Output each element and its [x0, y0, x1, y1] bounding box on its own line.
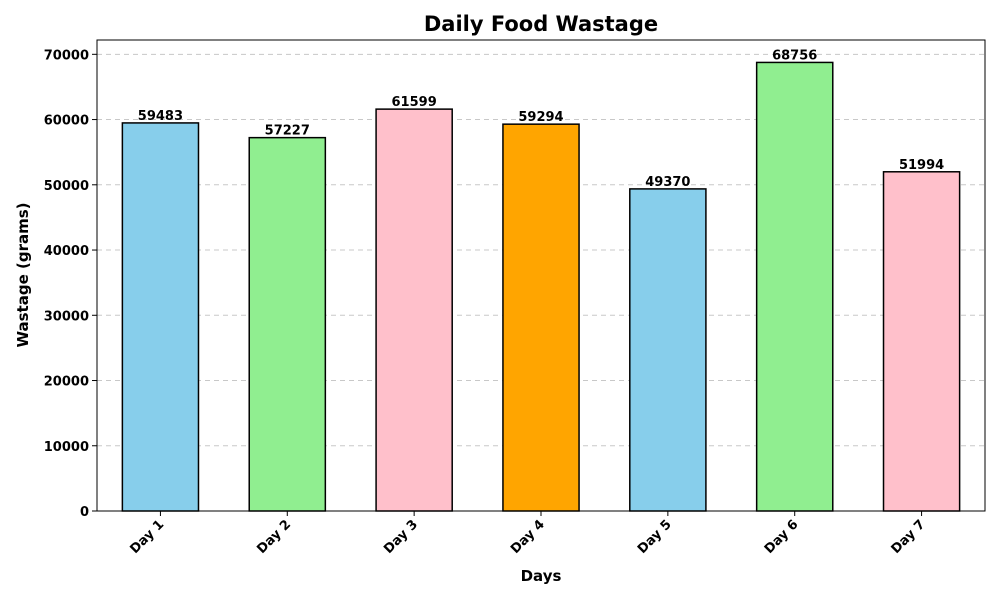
bar-3: [375, 108, 453, 512]
bars: [121, 61, 961, 512]
bar-value-label: 51994: [899, 158, 944, 173]
x-tick-label: Day 5: [635, 517, 675, 557]
x-tick-label: Day 2: [254, 517, 294, 557]
chart-title: Daily Food Wastage: [424, 12, 658, 36]
x-tick-label: Day 7: [889, 517, 929, 557]
bar-7: [882, 171, 961, 512]
bar-2: [248, 136, 327, 512]
bar-value-label: 59294: [518, 110, 563, 125]
x-tick-label: Day 4: [508, 517, 548, 557]
y-tick-label: 60000: [44, 114, 89, 129]
y-axis: 0 10000 20000 30000 40000 50000 60000 70000: [44, 48, 97, 520]
bar-value-label: 61599: [392, 95, 437, 110]
bar-value-label: 68756: [772, 48, 817, 63]
y-tick-label: 10000: [44, 440, 89, 455]
bar-6: [755, 61, 834, 512]
bar-4: [502, 123, 580, 512]
x-tick-label: Day 1: [128, 517, 168, 557]
x-axis-label: Days: [521, 567, 562, 585]
bar-value-label: 57227: [265, 124, 310, 139]
y-axis-label: Wastage (grams): [14, 202, 32, 347]
y-tick-label: 20000: [44, 375, 89, 390]
bar-5: [629, 188, 707, 512]
y-tick-label: 30000: [44, 309, 89, 324]
y-tick-label: 50000: [44, 179, 89, 194]
y-tick-label: 70000: [44, 48, 89, 63]
x-tick-label: Day 6: [762, 517, 802, 557]
bar-1: [121, 122, 200, 512]
bar-value-label: 59483: [138, 109, 183, 124]
y-tick-label: 40000: [44, 244, 89, 259]
y-tick-label: 0: [80, 505, 89, 520]
bar-value-label: 49370: [645, 175, 690, 190]
x-axis: Day 1 Day 2 Day 3 Day 4 Day 5 Day 6 Day 7: [128, 511, 929, 557]
x-tick-label: Day 3: [381, 517, 421, 557]
bar-value-labels: 59483 57227 61599 59294 49370 68756 51994: [138, 48, 944, 189]
